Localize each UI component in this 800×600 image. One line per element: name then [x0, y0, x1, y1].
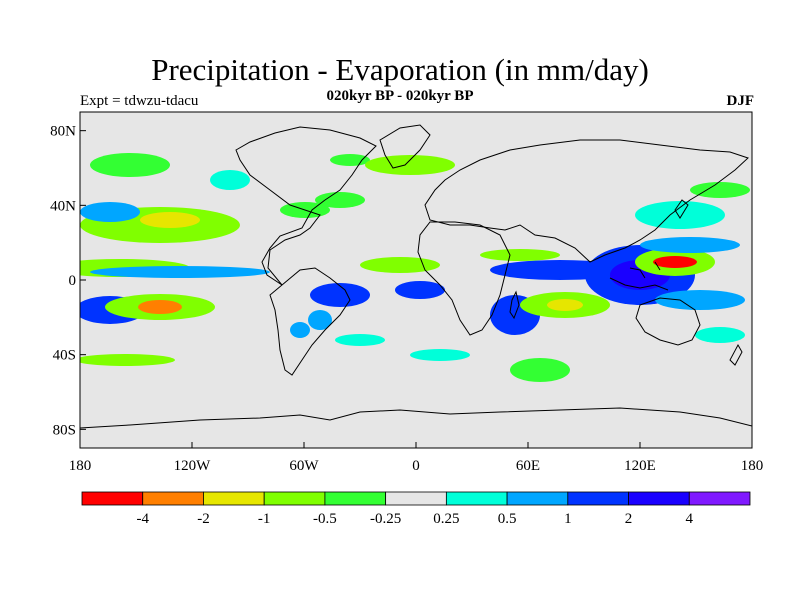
- experiment-label: Expt = tdwzu-tdacu: [80, 93, 199, 109]
- coast-south-america: [269, 267, 351, 376]
- coast-new-zealand: [729, 343, 743, 366]
- legend-label: 2: [625, 511, 633, 527]
- legend-swatch: [203, 491, 265, 506]
- legend-labels: -4 -2 -1 -0.5 -0.25 0.25 0.5 1 2 4: [136, 511, 693, 527]
- coast-eurasia: [424, 139, 749, 263]
- field-patch: [653, 256, 697, 268]
- chart-subtitle: 020kyr BP - 020kyr BP: [326, 88, 474, 104]
- legend-swatch: [81, 491, 144, 506]
- field-patch: [655, 290, 745, 310]
- field-patch: [395, 281, 445, 299]
- x-tick-label: 180: [69, 458, 92, 474]
- x-tick-label: 120E: [624, 458, 656, 474]
- x-tick-label: 60E: [516, 458, 540, 474]
- field-patch: [90, 153, 170, 177]
- field-patch: [640, 237, 740, 253]
- legend-boxes: [81, 491, 751, 506]
- legend-label: -4: [136, 511, 149, 527]
- legend-label: 0.5: [498, 511, 517, 527]
- legend-label: -0.25: [370, 511, 401, 527]
- field-patch: [410, 349, 470, 361]
- legend-swatch: [324, 491, 387, 506]
- coast-greenland: [379, 124, 431, 169]
- legend-swatch: [506, 491, 569, 506]
- legend-swatch: [385, 491, 447, 506]
- field-patch: [210, 170, 250, 190]
- legend-swatch: [688, 491, 751, 506]
- legend-label: 4: [686, 511, 694, 527]
- coast-australia: [635, 297, 701, 346]
- field-patch: [315, 192, 365, 208]
- y-tick-label: 40S: [53, 348, 76, 364]
- coastlines: [80, 124, 752, 429]
- coast-africa: [417, 221, 511, 336]
- field-patch: [690, 182, 750, 198]
- legend-swatch: [263, 491, 326, 506]
- y-tick-label: 80N: [50, 124, 76, 140]
- coast-indonesia: [609, 261, 669, 291]
- field-patch: [310, 283, 370, 307]
- legend-swatch: [567, 491, 629, 506]
- field-patch: [335, 334, 385, 346]
- field-patch: [290, 322, 310, 338]
- legend-swatch: [628, 491, 690, 506]
- x-tick-label: 60W: [289, 458, 319, 474]
- coast-madagascar: [509, 290, 520, 320]
- coast-north-america: [235, 126, 377, 286]
- legend-label: -2: [197, 511, 210, 527]
- field-patch: [635, 201, 725, 229]
- x-tick-label: 180: [741, 458, 764, 474]
- field-patch: [308, 310, 332, 330]
- field-patch: [138, 300, 182, 314]
- coast-japan: [674, 199, 689, 219]
- legend-label: 0.25: [433, 511, 459, 527]
- field-patch: [90, 266, 270, 278]
- field-patch: [480, 249, 560, 261]
- coast-antarctica: [80, 407, 752, 429]
- legend-label: -1: [258, 511, 271, 527]
- legend-swatch: [142, 491, 204, 506]
- legend-label: -0.5: [313, 511, 337, 527]
- x-tick-label: 120W: [174, 458, 212, 474]
- field-contours: [80, 153, 750, 382]
- field-patch: [547, 299, 583, 311]
- field-patch: [360, 257, 440, 273]
- season-label: DJF: [726, 93, 755, 109]
- y-tick-label: 80S: [53, 422, 76, 438]
- field-patch: [80, 202, 140, 222]
- field-patch: [510, 358, 570, 382]
- legend-label: 1: [564, 511, 572, 527]
- field-patch: [695, 327, 745, 343]
- y-tick-label: 0: [69, 273, 77, 289]
- field-patch: [140, 212, 200, 228]
- field-patch: [80, 354, 175, 366]
- legend-swatch: [445, 491, 508, 506]
- axis-ticks: 80N 40N 0 40S 80S 180 120W 60W 0 60E 120E 180: [50, 124, 763, 474]
- chart-title: Precipitation - Evaporation (in mm/day): [151, 52, 649, 87]
- y-tick-label: 40N: [50, 198, 76, 214]
- x-tick-label: 0: [412, 458, 420, 474]
